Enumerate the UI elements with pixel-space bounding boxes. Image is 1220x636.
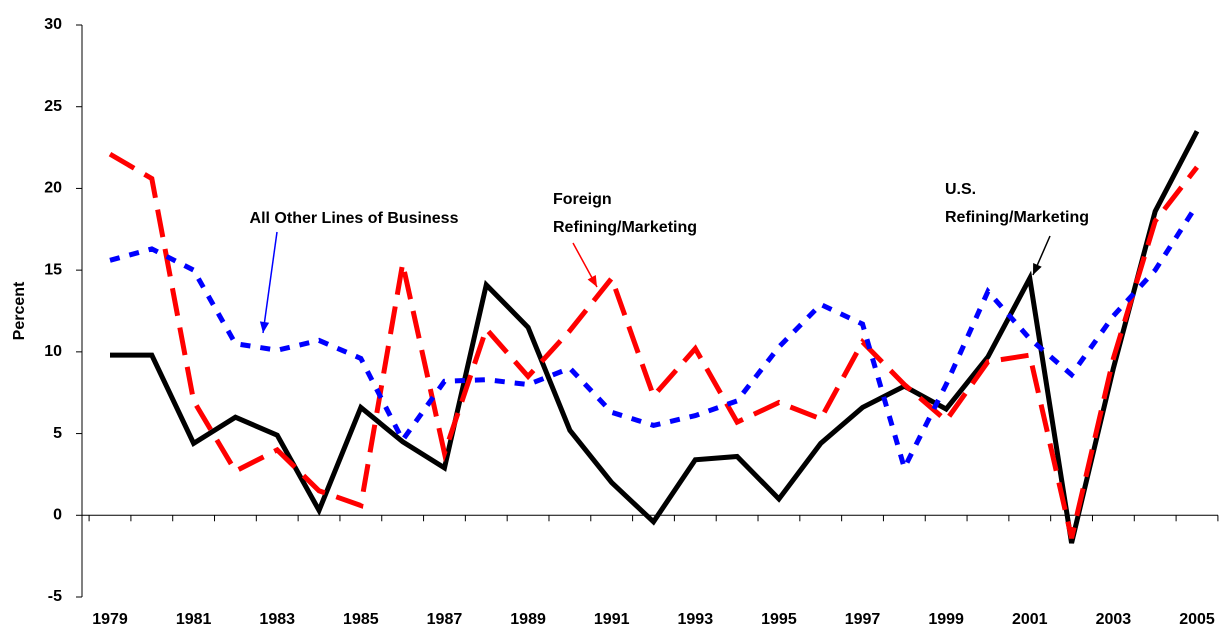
series-line [110, 130, 1200, 544]
x-tick-label: 1999 [928, 611, 964, 628]
x-tick-label: 1979 [92, 611, 128, 628]
y-tick-label: 15 [44, 261, 62, 278]
x-tick-label: 1983 [259, 611, 295, 628]
annotation: U.S. [945, 181, 976, 198]
annotation: Foreign [553, 191, 612, 208]
annotation: Refining/Marketing [553, 219, 697, 236]
x-tick-label: 1981 [176, 611, 212, 628]
annotation: Refining/Marketing [945, 209, 1089, 226]
y-tick-label: 30 [44, 16, 62, 33]
x-tick-label: 1991 [594, 611, 630, 628]
x-tick-label: 1995 [761, 611, 797, 628]
y-tick-label: 5 [53, 425, 62, 442]
x-tick-label: 2003 [1096, 611, 1132, 628]
y-tick-label: -5 [48, 588, 62, 605]
y-tick-label: 20 [44, 180, 62, 197]
y-tick-label: 10 [44, 343, 62, 360]
annotation-arrow [262, 231, 278, 334]
x-tick-label: 1993 [678, 611, 714, 628]
x-tick-label: 1989 [510, 611, 546, 628]
x-tick-label: 2005 [1179, 611, 1215, 628]
x-tick-label: 1987 [427, 611, 463, 628]
y-axis-label: Percent [11, 281, 28, 340]
x-tick-label: 1985 [343, 611, 379, 628]
y-tick-label: 0 [53, 507, 62, 524]
arrow-head [587, 275, 597, 287]
annotation: All Other Lines of Business [250, 210, 459, 227]
x-tick-label: 1997 [845, 611, 881, 628]
y-tick-label: 25 [44, 98, 62, 115]
series-line [108, 151, 1199, 539]
x-tick-label: 2001 [1012, 611, 1048, 628]
arrow-head [1033, 263, 1042, 275]
series-line [109, 203, 1200, 475]
arrow-head [259, 321, 270, 333]
